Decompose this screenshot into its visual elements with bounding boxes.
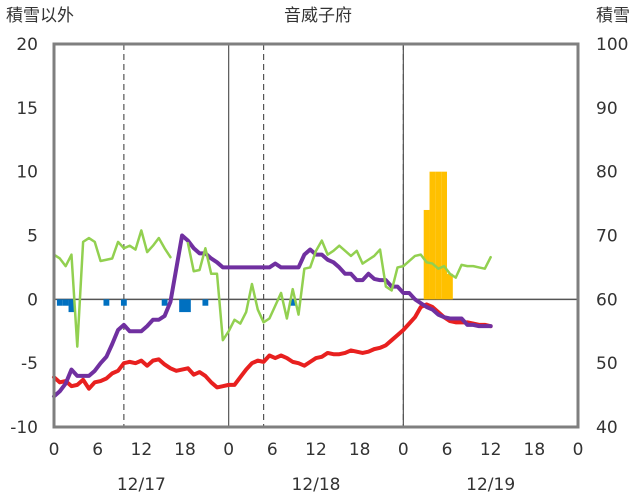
left-tick-label-3: 5 (27, 227, 38, 247)
left-tick-label-6: -10 (10, 418, 38, 438)
bar-blue_bar-5 (161, 299, 168, 306)
right-axis-label: 積雪 (596, 6, 630, 26)
left-axis-label: 積雪以外 (6, 6, 74, 26)
bar-blue_bar-3 (103, 299, 110, 306)
right-tick-label-1: 90 (596, 99, 618, 119)
x-tick-label-3: 18 (174, 440, 196, 460)
left-tick-label-1: 15 (16, 99, 38, 119)
bar-blue_bar-7 (185, 299, 191, 313)
left-axis-ticks: 20 15 10 5 0 -5 -10 (10, 35, 38, 438)
left-tick-label-4: 0 (27, 290, 38, 310)
bar-blue_bar-4 (120, 299, 127, 306)
right-axis-ticks: 100 90 80 70 60 50 40 (596, 35, 628, 438)
bar-blue_bar-8 (202, 299, 209, 306)
x-tick-label-0: 0 (49, 440, 60, 460)
right-tick-label-3: 70 (596, 227, 618, 247)
date-label-1: 12/18 (292, 475, 341, 495)
bar-blue_bar-1 (62, 299, 69, 306)
bar-orange_bar-2 (435, 171, 442, 300)
series-green-line-0 (52, 229, 172, 348)
bar-orange_bar-3 (441, 171, 447, 300)
date-label-2: 12/19 (466, 475, 515, 495)
bar-orange_bar-4 (447, 273, 453, 300)
grid (54, 44, 578, 427)
bars (56, 171, 453, 313)
x-tick-label-8: 0 (398, 440, 409, 460)
right-tick-label-5: 50 (596, 354, 618, 374)
x-tick-label-12: 0 (573, 440, 584, 460)
series-purple-line-0 (52, 233, 493, 399)
right-tick-label-4: 60 (596, 290, 618, 310)
x-tick-label-4: 0 (223, 440, 234, 460)
left-tick-label-0: 20 (16, 35, 38, 55)
x-tick-label-5: 6 (267, 440, 278, 460)
x-tick-label-11: 18 (524, 440, 546, 460)
date-label-0: 12/17 (117, 475, 166, 495)
right-tick-label-6: 40 (596, 418, 618, 438)
x-axis-ticks: 0 6 12 18 0 6 12 18 0 6 12 18 0 (49, 440, 584, 460)
bar-orange_bar-0 (423, 209, 430, 300)
bar-blue_bar-6 (179, 299, 185, 313)
series-green-line-1 (186, 239, 492, 342)
bar-blue_bar-2 (68, 299, 75, 313)
series-lines (52, 229, 493, 399)
plot-frame (52, 42, 580, 429)
bar-blue_bar-9 (289, 299, 296, 306)
x-tick-label-2: 12 (131, 440, 153, 460)
left-tick-label-5: -5 (21, 354, 38, 374)
x-tick-label-10: 12 (480, 440, 502, 460)
bar-blue_bar-0 (56, 299, 63, 306)
x-tick-label-1: 6 (92, 440, 103, 460)
x-tick-label-9: 6 (442, 440, 453, 460)
date-labels: 12/17 12/18 12/19 (117, 475, 515, 495)
x-tick-label-7: 18 (349, 440, 371, 460)
bar-orange_bar-1 (429, 171, 436, 300)
chart-title: 音威子府 (284, 6, 352, 26)
right-tick-label-2: 80 (596, 163, 618, 183)
x-tick-label-6: 12 (305, 440, 327, 460)
right-tick-label-0: 100 (596, 35, 628, 55)
series-red-line-0 (52, 302, 493, 391)
left-tick-label-2: 10 (16, 163, 38, 183)
